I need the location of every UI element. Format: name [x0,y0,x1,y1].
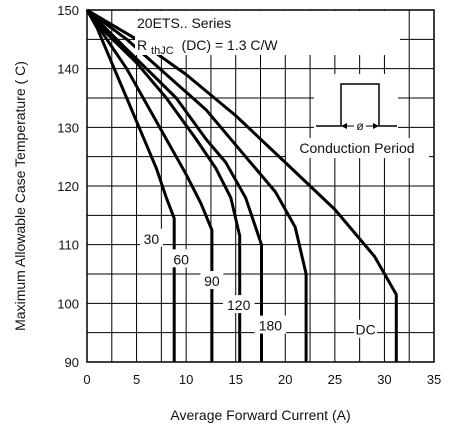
series-labels: 30 60 90 120 180 DC [139,228,378,338]
pulse-waveform [316,83,397,127]
y-axis-title: Maximum Allowable Case Temperature ( C) [12,61,28,331]
series-label-bg [222,295,255,314]
y-tick-label: 140 [57,62,79,77]
series-label-30: 30 [144,231,160,247]
annotation-block: 20ETS.. Series R thJC (DC) = 1.3 C/W [135,11,400,57]
y-tick-label: 150 [57,3,79,18]
y-tick-label: 110 [58,238,79,253]
y-tick-labels: 90 100 110 120 130 140 150 [57,3,79,370]
series-label-bg [200,271,224,290]
series-label-bg [139,228,163,247]
series-label-bg [354,319,378,338]
rth-suffix: (DC) = 1.3 C/W [182,37,279,53]
series-label-dc: DC [355,322,375,338]
rth-prefix: R [137,37,147,53]
series-line-90 [85,9,242,362]
phi-arrow-left [341,123,347,129]
x-tick-label: 20 [278,372,292,387]
series-line-60 [85,9,214,362]
thermal-resistance-label: R thJC (DC) = 1.3 C/W [137,37,278,57]
series-label-180: 180 [259,318,283,334]
inset-label-bg [286,138,429,158]
plot-frame [86,9,435,363]
x-tick-label: 10 [179,372,193,387]
x-tick-label: 30 [377,372,391,387]
phi-symbol: ø [356,119,364,133]
y-tick-label: 120 [57,179,79,194]
series-label-bg [254,315,287,334]
series-title: 20ETS.. Series [137,15,231,31]
x-tick-labels: 0 5 10 15 20 25 30 35 [83,372,441,387]
x-tick-label: 0 [83,372,90,387]
y-tick-label: 90 [65,355,79,370]
series-label-90: 90 [204,273,220,289]
phi-arrow-right [373,123,379,129]
x-tick-label: 35 [427,372,441,387]
y-tick-label: 100 [57,296,79,311]
series-line-120 [85,8,263,362]
rth-subscript: thJC [151,45,174,57]
x-tick-label: 25 [328,372,342,387]
phi-bg [354,118,366,130]
conduction-period-inset: ø Conduction Period [286,74,429,158]
series-label-60: 60 [173,251,189,267]
y-tick-label: 130 [57,120,79,135]
x-axis-title: Average Forward Current (A) [170,407,350,423]
series-line-30 [85,9,176,362]
conduction-period-label: Conduction Period [299,140,414,156]
series-label-120: 120 [227,297,251,313]
series-label-bg [169,249,193,268]
x-tick-label: 15 [228,372,242,387]
annotation-background [135,11,400,55]
x-tick-label: 5 [133,372,140,387]
